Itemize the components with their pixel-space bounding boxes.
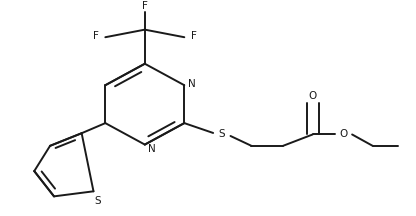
Text: N: N [188,79,195,89]
Text: O: O [309,91,317,101]
Text: N: N [148,144,156,154]
Text: S: S [218,129,225,140]
Text: O: O [339,129,347,140]
Text: F: F [191,31,197,41]
Text: S: S [94,196,101,206]
Text: F: F [142,2,148,11]
Text: F: F [92,31,99,41]
